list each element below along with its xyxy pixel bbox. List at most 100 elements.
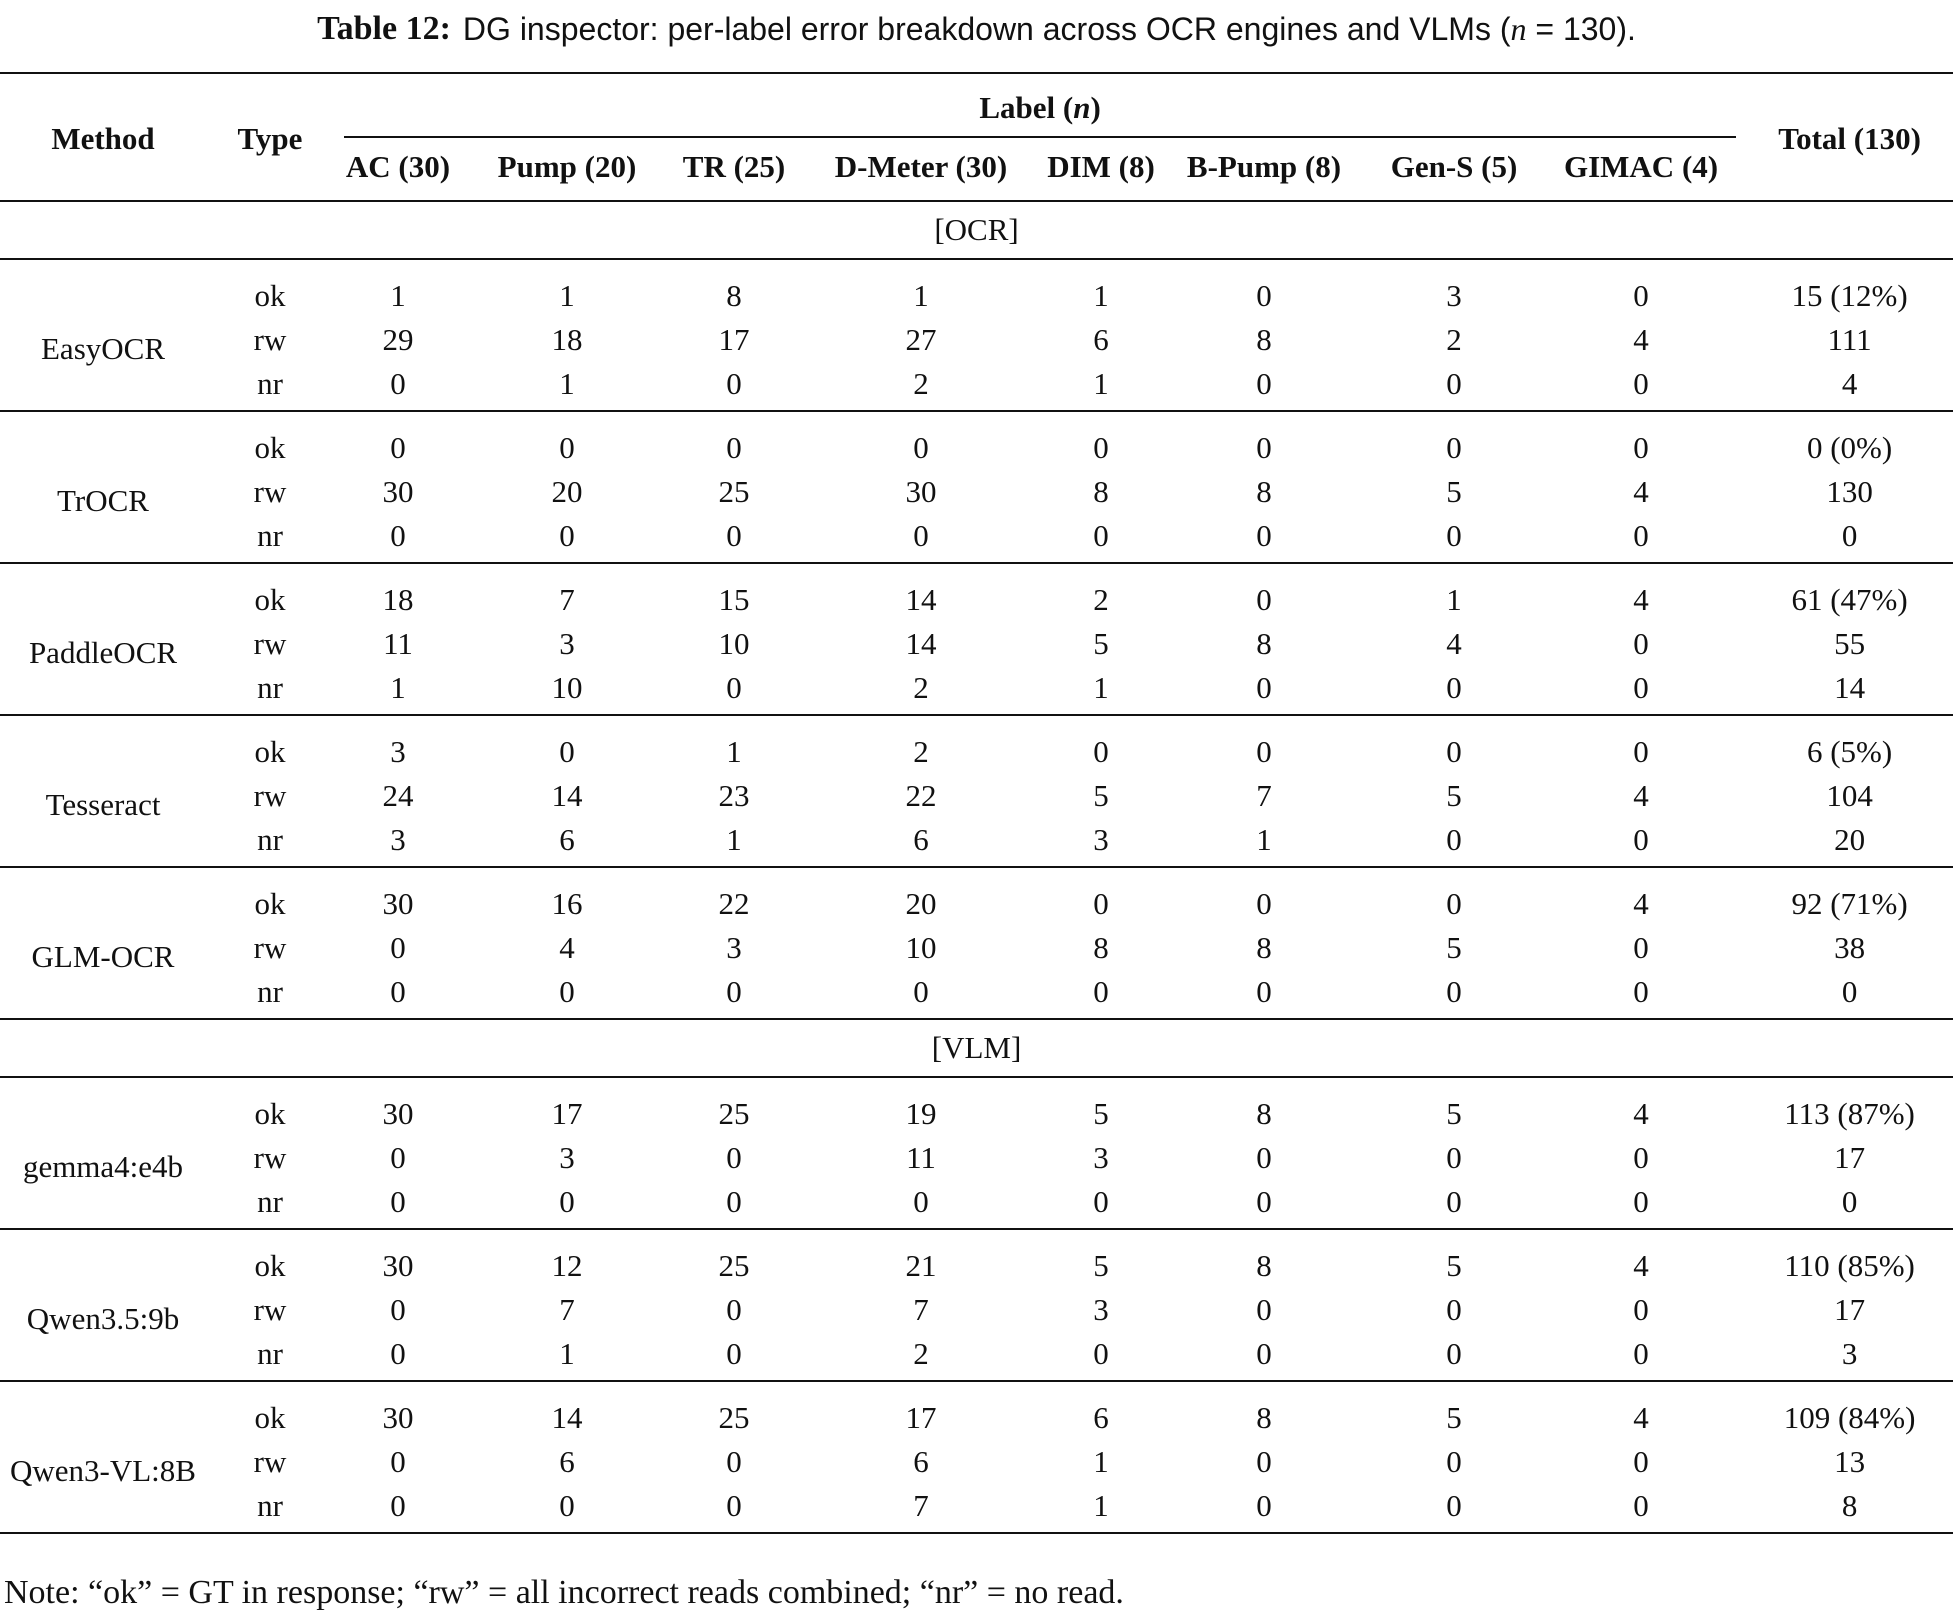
value-cell: 8 [1256,1096,1272,1131]
value-cell: 0 [334,514,462,564]
value-cell: 14 [905,582,937,617]
row-type: rw [253,1444,287,1479]
value-cell: 3 [1446,278,1462,313]
value-cell: 11 [906,1140,936,1175]
value-cell: 30 [905,474,937,509]
value-cell: 5 [1446,474,1462,509]
group-spacer-cell [0,259,1953,274]
value-cell: 7 [1256,778,1272,813]
row-type: rw [253,930,287,965]
row-type: nr [206,1332,334,1382]
value-cell: 0 [390,1140,406,1175]
value-cell: 14 [551,1400,583,1435]
header-col-pump: Pump (20) [497,149,637,184]
value-cell: 4 [1633,1248,1649,1283]
value-cell: 17 [905,1400,937,1435]
value-cell: 3 [1046,818,1156,868]
value-cell: 0 [559,430,575,465]
row-type: nr [206,666,334,716]
results-table: Method Type Label (n) Total (130) AC (30… [0,72,1953,1534]
value-cell: 3 [390,734,406,769]
header-col-tr: TR (25) [682,149,786,184]
value-cell: 22 [718,886,750,921]
row-type: rw [253,1292,287,1327]
value-cell: 0 [462,970,672,1020]
total-cell: 130 [1826,474,1873,509]
value-cell: 1 [1046,666,1156,716]
table-row: rw 0 4 3 10 8 8 5 0 38 [0,926,1953,970]
value-cell: 0 [1633,1444,1649,1479]
group-spacer-cell [0,715,1953,730]
header-row-1: Method Type Label (n) Total (130) [0,73,1953,156]
value-cell: 0 [672,1332,796,1382]
total-cell: 109 (84%) [1783,1400,1916,1435]
value-cell: 0 [1633,626,1649,661]
value-cell: 17 [551,1096,583,1131]
value-cell: 25 [718,1400,750,1435]
value-cell: 0 [1372,1484,1536,1534]
value-cell: 6 [1093,1400,1109,1435]
table-row: nr 0 1 0 2 1 0 0 0 4 [0,362,1953,412]
value-cell: 0 [726,430,742,465]
total-cell: 4 [1746,362,1953,412]
value-cell: 0 [1536,1332,1747,1382]
value-cell: 0 [334,1484,462,1534]
value-cell: 30 [382,1096,414,1131]
total-cell: 8 [1746,1484,1953,1534]
value-cell: 25 [718,474,750,509]
value-cell: 7 [559,582,575,617]
value-cell: 4 [1633,474,1649,509]
section-row: [OCR] [0,201,1953,260]
value-cell: 0 [1372,514,1536,564]
value-cell: 6 [462,818,672,868]
value-cell: 1 [462,362,672,412]
caption-text: DG inspector: per-label error breakdown … [462,10,1636,47]
value-cell: 3 [1093,1140,1109,1175]
table-row: GLM-OCR ok 30 16 22 20 0 0 0 4 92 (71%) [0,882,1953,1020]
value-cell: 0 [1372,970,1536,1020]
value-cell: 7 [559,1292,575,1327]
caption-label: Table 12: [317,10,451,47]
value-cell: 8 [1256,1248,1272,1283]
table-row: Qwen3-VL:8B ok 30 14 25 17 6 8 5 4 109 (84%) [0,1396,1953,1534]
row-type: rw [253,1140,287,1175]
value-cell: 5 [1446,1248,1462,1283]
value-cell: 1 [462,1332,672,1382]
value-cell: 5 [1446,930,1462,965]
value-cell: 4 [1633,582,1649,617]
row-type: ok [254,278,286,313]
table-row: PaddleOCR ok 18 7 15 14 2 0 1 4 61 (47%) [0,578,1953,716]
total-cell: 0 [1746,1180,1953,1230]
value-cell: 18 [382,582,414,617]
row-type: ok [254,1096,286,1131]
value-cell: 1 [390,278,406,313]
value-cell: 4 [1633,1400,1649,1435]
group-spacer-cell [0,1229,1953,1244]
group-spacer-cell [0,563,1953,578]
value-cell: 30 [382,886,414,921]
header-col-dim: DIM (8) [1047,149,1155,184]
total-cell: 110 (85%) [1784,1248,1915,1283]
value-cell: 1 [559,278,575,313]
section-row: [VLM] [0,1019,1953,1078]
value-cell: 0 [726,1292,742,1327]
value-cell: 0 [1633,1140,1649,1175]
value-cell: 0 [1446,430,1462,465]
value-cell: 8 [726,278,742,313]
value-cell: 3 [559,1140,575,1175]
total-cell: 3 [1746,1332,1953,1382]
row-type: ok [254,430,286,465]
value-cell: 17 [718,322,750,357]
value-cell: 0 [1536,514,1747,564]
value-cell: 0 [462,514,672,564]
value-cell: 2 [1093,582,1109,617]
row-type: nr [206,1484,334,1534]
method-name: Tesseract [0,730,206,868]
value-cell: 0 [1633,278,1649,313]
value-cell: 0 [1446,1292,1462,1327]
value-cell: 23 [718,778,750,813]
row-type: rw [253,626,287,661]
total-cell: 6 (5%) [1806,734,1893,769]
value-cell: 12 [551,1248,583,1283]
value-cell: 8 [1256,474,1272,509]
